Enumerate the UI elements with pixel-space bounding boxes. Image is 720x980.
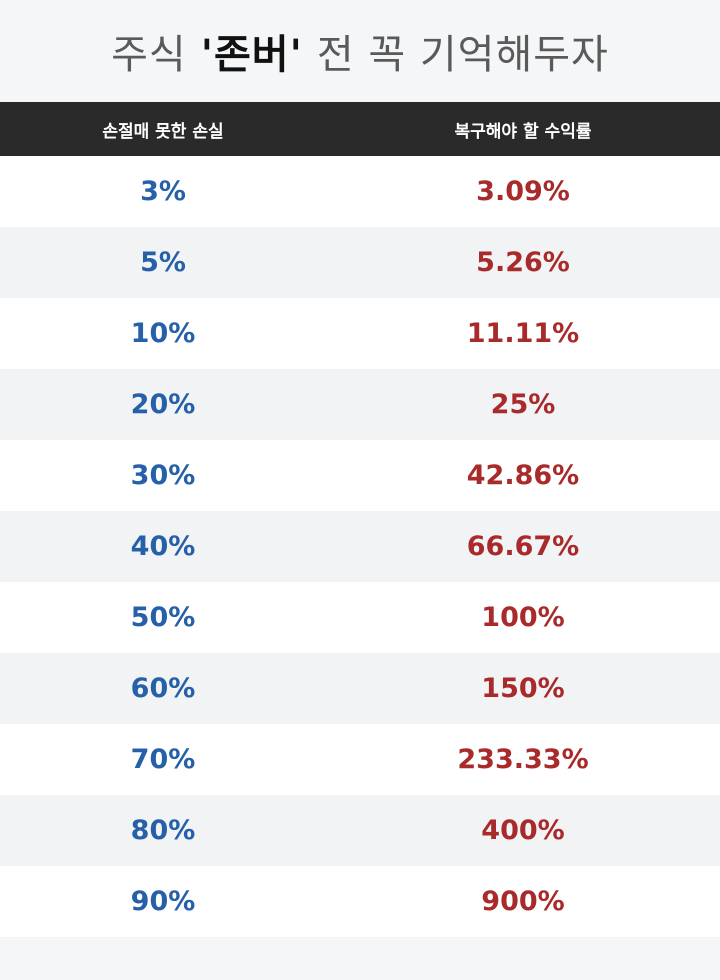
table-row: 80% 400% (0, 795, 720, 866)
recovery-value: 233.33% (457, 744, 589, 775)
recovery-value: 5.26% (476, 247, 570, 278)
loss-value: 5% (140, 247, 186, 278)
loss-value: 40% (130, 531, 196, 562)
recovery-value: 25% (490, 389, 556, 420)
table-row: 30% 42.86% (0, 440, 720, 511)
recovery-value: 150% (481, 673, 565, 704)
loss-value: 50% (130, 602, 196, 633)
loss-value: 90% (130, 886, 196, 917)
recovery-value: 11.11% (466, 318, 580, 349)
table-row: 40% 66.67% (0, 511, 720, 582)
title-prefix: 주식 (111, 32, 187, 78)
table-row: 10% 11.11% (0, 298, 720, 369)
table-header: 손절매 못한 손실 복구해야 할 수익률 (0, 102, 720, 156)
table-row: 5% 5.26% (0, 227, 720, 298)
recovery-value: 400% (481, 815, 565, 846)
recovery-value: 66.67% (466, 531, 580, 562)
recovery-value: 900% (481, 886, 565, 917)
loss-value: 80% (130, 815, 196, 846)
table-row: 50% 100% (0, 582, 720, 653)
page-title: 주식 '존버' 전 꼭 기억해두자 (0, 0, 720, 102)
title-emphasis: '존버' (200, 32, 303, 78)
loss-value: 30% (130, 460, 196, 491)
table-row: 3% 3.09% (0, 156, 720, 227)
table-row: 90% 900% (0, 866, 720, 937)
loss-value: 60% (130, 673, 196, 704)
loss-value: 10% (130, 318, 196, 349)
loss-value: 20% (130, 389, 196, 420)
title-suffix: 전 꼭 기억해두자 (316, 32, 609, 78)
recovery-value: 100% (481, 602, 565, 633)
table-row: 60% 150% (0, 653, 720, 724)
recovery-value: 42.86% (466, 460, 580, 491)
recovery-value: 3.09% (476, 176, 570, 207)
header-recovery: 복구해야 할 수익률 (454, 121, 592, 142)
header-loss: 손절매 못한 손실 (102, 121, 224, 142)
table-row: 70% 233.33% (0, 724, 720, 795)
table-body: 3% 3.09% 5% 5.26% 10% 11.11% 20% 25% 30% 42.86% 40… (0, 156, 720, 937)
loss-value: 70% (130, 744, 196, 775)
loss-value: 3% (140, 176, 186, 207)
table-row: 20% 25% (0, 369, 720, 440)
